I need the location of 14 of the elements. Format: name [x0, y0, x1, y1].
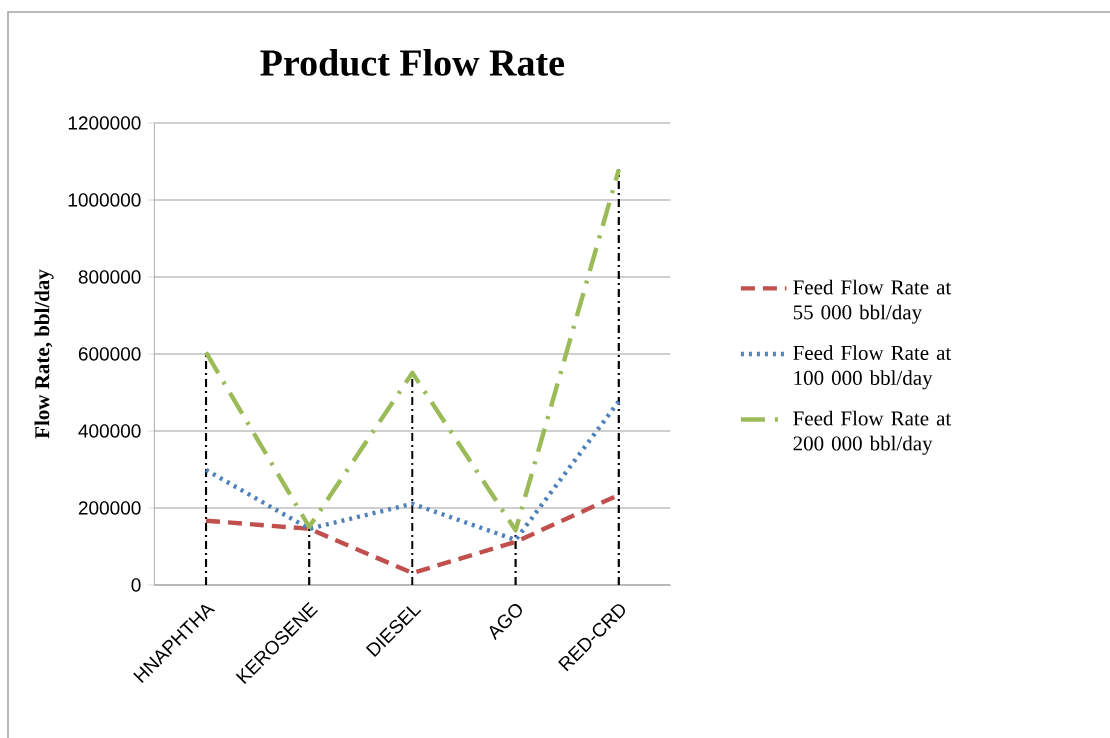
y-axis-title: Flow Rate, bbl/day	[34, 269, 54, 439]
y-tick-label: 1200000	[68, 116, 141, 130]
legend-label: Feed Flow Rate at 100 000 bbl/day	[793, 345, 952, 390]
y-tick-label: 400000	[78, 424, 141, 438]
line-series	[203, 399, 621, 543]
line-series	[203, 167, 621, 533]
chart-title: Product Flow Rate	[260, 49, 565, 76]
y-tick-label: 200000	[78, 501, 141, 515]
legend-label: Feed Flow Rate at 55 000 bbl/day	[793, 279, 952, 324]
legend-label: Feed Flow Rate at 200 000 bbl/day	[793, 410, 952, 455]
y-tick-label: 600000	[78, 347, 141, 361]
y-tick-label: 0	[131, 578, 141, 592]
y-tick-label: 1000000	[68, 193, 141, 207]
y-tick-label: 800000	[78, 270, 141, 284]
